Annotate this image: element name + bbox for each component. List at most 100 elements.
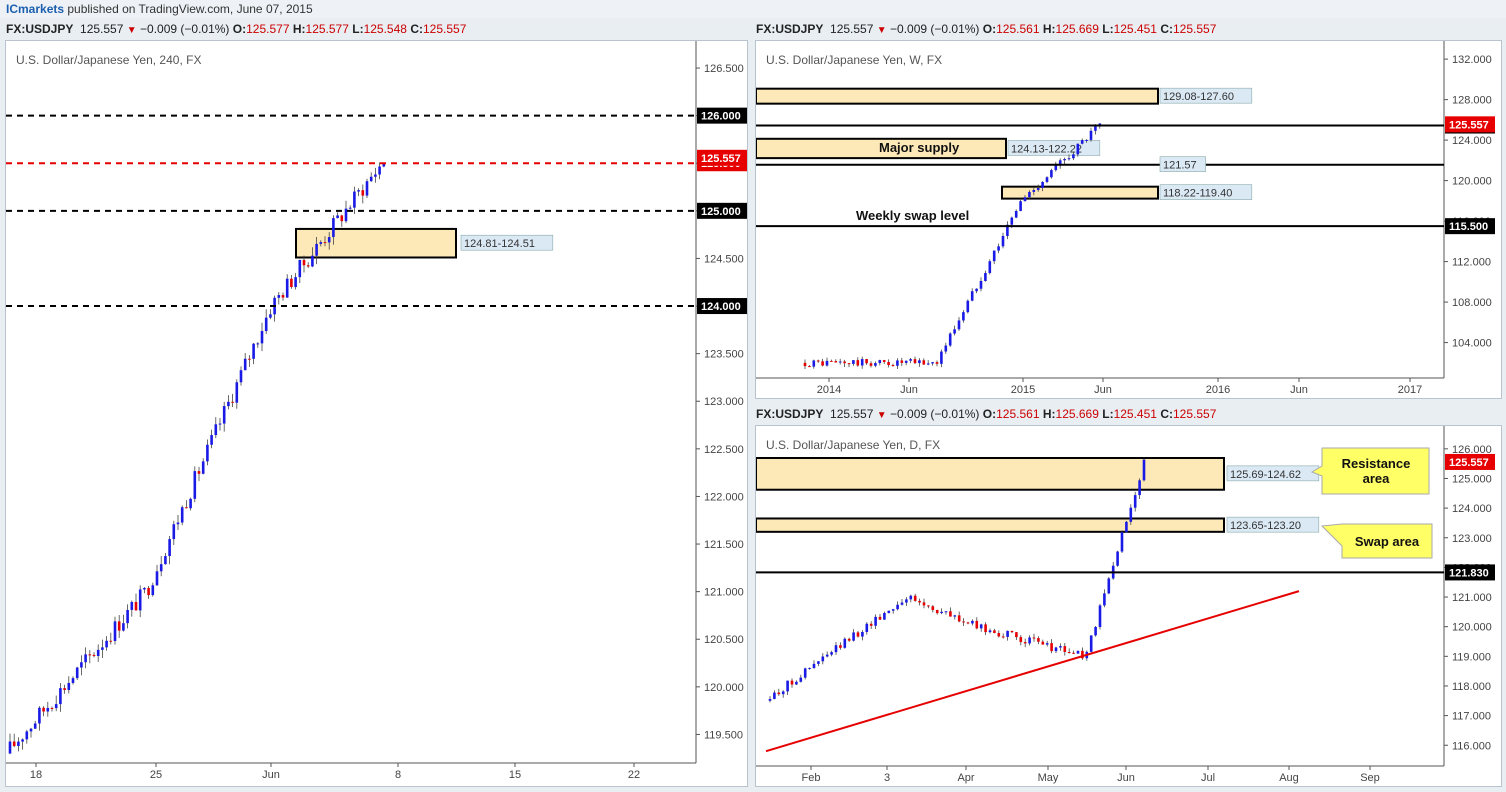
- candle-body: [336, 215, 339, 219]
- x-tick-label: Aug: [1279, 772, 1299, 784]
- candle-body: [1045, 643, 1049, 645]
- candle-body: [856, 360, 860, 366]
- chart-h4[interactable]: 126.500126.000125.500125.000124.500124.0…: [6, 41, 747, 786]
- candle-body: [357, 190, 360, 192]
- candle-body: [269, 314, 272, 318]
- candle-body: [75, 667, 79, 679]
- candle-body: [825, 360, 829, 366]
- candle-body: [874, 616, 877, 626]
- candle-body: [243, 358, 247, 371]
- candle-body: [1050, 643, 1053, 652]
- candle-body: [944, 345, 948, 352]
- candle-body: [96, 649, 100, 657]
- candle-body: [883, 612, 886, 620]
- candle-body: [327, 237, 331, 243]
- candle-body: [988, 630, 992, 633]
- candle-body: [909, 359, 912, 361]
- x-tick-label: Jul: [1201, 772, 1215, 784]
- candle-body: [1089, 130, 1093, 140]
- candle-body: [869, 623, 873, 626]
- candle-body: [176, 522, 180, 525]
- candle-body: [904, 360, 908, 363]
- candle-body: [50, 707, 54, 709]
- candle-body: [1080, 140, 1084, 144]
- candle-body: [830, 652, 833, 655]
- candle-body: [46, 707, 50, 712]
- candle-body: [918, 360, 921, 364]
- y-tick-label: 128.000: [1452, 95, 1492, 107]
- candle-body: [1142, 459, 1146, 481]
- publisher-name[interactable]: ICmarkets: [6, 2, 65, 16]
- candle-body: [285, 278, 289, 298]
- candle-body: [1125, 521, 1128, 533]
- candle-body: [1023, 642, 1027, 644]
- down-triangle-icon: ▼: [876, 410, 887, 421]
- candle-body: [302, 259, 306, 266]
- y-tick-label: 124.000: [1452, 135, 1492, 147]
- chart-title: U.S. Dollar/Japanese Yen, 240, FX: [16, 53, 201, 67]
- candle-body: [1133, 495, 1137, 508]
- candle-body: [80, 662, 83, 668]
- x-tick-label: 8: [395, 769, 401, 781]
- candle-body: [1138, 480, 1141, 496]
- candle-body: [795, 681, 798, 685]
- candle-body: [913, 595, 917, 601]
- candle-body: [71, 678, 75, 683]
- candle-body: [281, 295, 285, 298]
- level-price-text: 115.500: [1449, 221, 1488, 233]
- y-tick-label: 126.000: [1452, 444, 1492, 456]
- candle-body: [332, 218, 335, 238]
- candle-body: [1032, 190, 1036, 192]
- candle-body: [206, 444, 209, 462]
- candle-body: [42, 707, 45, 712]
- level-price-text: 121.830: [1449, 567, 1489, 579]
- candle-body: [909, 595, 913, 600]
- candle-body: [949, 611, 952, 617]
- candle-body: [201, 461, 205, 474]
- x-tick-label: 22: [628, 769, 640, 781]
- chart-panel-daily[interactable]: 126.000125.000124.000123.000122.000121.0…: [755, 425, 1502, 787]
- publisher-bar: ICmarkets published on TradingView.com, …: [0, 0, 1506, 18]
- candle-body: [117, 621, 121, 631]
- candle-body: [235, 382, 239, 403]
- candle-body: [1129, 507, 1133, 522]
- candle-body: [315, 243, 318, 256]
- x-tick-label: Sep: [1360, 772, 1380, 784]
- x-tick-label: Jun: [900, 384, 918, 396]
- x-tick-label: 2015: [1011, 384, 1035, 396]
- candle-body: [1019, 201, 1022, 211]
- supply-demand-zone: [295, 227, 457, 259]
- zone-label-box: [1226, 516, 1320, 533]
- candle-body: [1089, 635, 1093, 652]
- candle-body: [777, 692, 781, 695]
- candle-body: [874, 363, 877, 366]
- annotation-resistance-line2: area: [1363, 471, 1391, 486]
- candle-body: [900, 360, 904, 363]
- candle-body: [348, 207, 352, 209]
- last-price: 125.557: [80, 22, 124, 36]
- chart-panel-h4[interactable]: 126.500126.000125.500125.000124.500124.0…: [5, 40, 748, 787]
- candle-body: [105, 640, 108, 648]
- candle-body: [834, 645, 838, 653]
- y-tick-label: 123.000: [704, 396, 744, 408]
- x-tick-label: Jun: [1094, 384, 1112, 396]
- candle-body: [984, 273, 987, 281]
- level-price-text: 126.000: [701, 111, 741, 123]
- candle-body: [821, 361, 824, 366]
- y-tick-label: 121.500: [704, 539, 744, 551]
- candle-body: [817, 661, 820, 664]
- candle-body: [1028, 637, 1031, 644]
- candle-body: [992, 250, 996, 262]
- y-tick-label: 104.000: [1452, 338, 1492, 350]
- current-price-tag: [697, 149, 747, 166]
- last-price: 125.557: [830, 407, 874, 421]
- candle-body: [298, 259, 302, 278]
- candle-body: [239, 370, 243, 383]
- chart-daily[interactable]: 126.000125.000124.000123.000122.000121.0…: [755, 426, 1501, 786]
- candle-body: [1028, 191, 1031, 198]
- candle-body: [126, 609, 129, 624]
- x-tick-label: Jun: [1290, 384, 1308, 396]
- chart-panel-weekly[interactable]: 132.000128.000124.000120.000116.000112.0…: [755, 40, 1502, 399]
- candle-body: [918, 600, 921, 603]
- chart-weekly[interactable]: 132.000128.000124.000120.000116.000112.0…: [755, 41, 1501, 398]
